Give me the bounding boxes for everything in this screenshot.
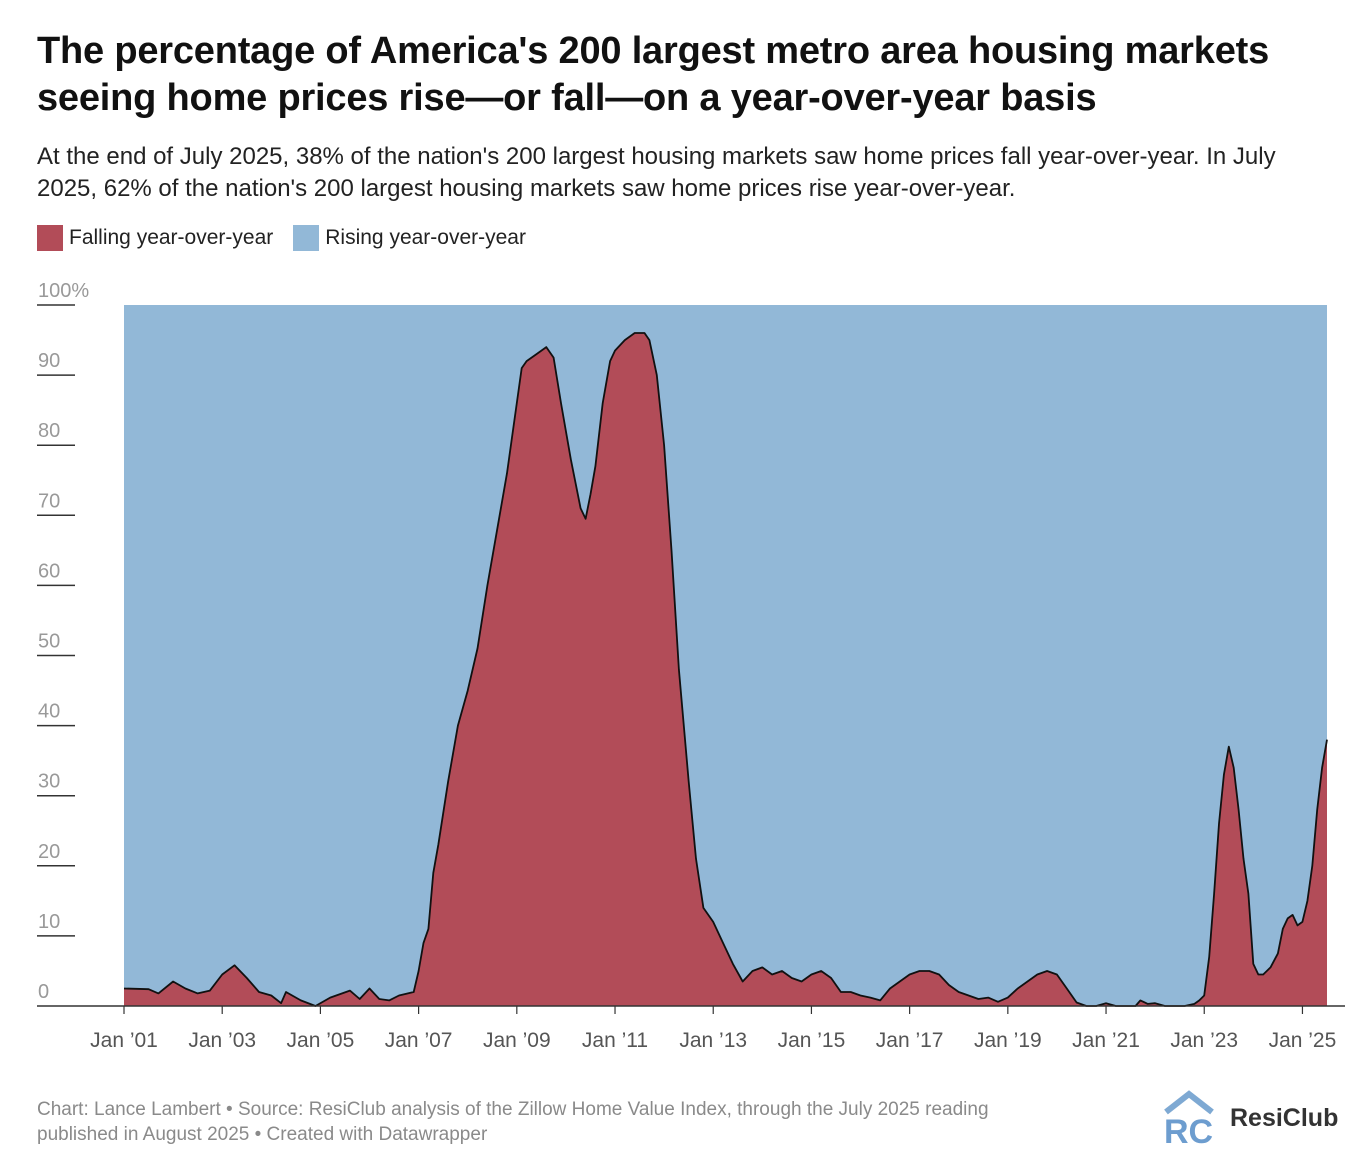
footer-publish: published in August 2025 • Created with … [37, 1124, 488, 1145]
y-tick-label: 90 [38, 350, 60, 372]
resiclub-logo-icon: RC [1164, 1090, 1214, 1146]
legend: Falling year-over-year Rising year-over-… [37, 225, 546, 251]
y-tick-label: 20 [38, 841, 60, 863]
x-tick-label: Jan ’17 [876, 1029, 944, 1052]
y-tick-label: 40 [38, 701, 60, 723]
y-tick-label: 30 [38, 771, 60, 793]
logo-text: ResiClub [1230, 1103, 1339, 1132]
rising-area [124, 305, 1327, 1006]
legend-item-rising: Rising year-over-year [293, 225, 526, 251]
chart-title: The percentage of America's 200 largest … [37, 30, 1270, 119]
legend-label-falling: Falling year-over-year [69, 226, 274, 249]
y-tick-label: 0 [38, 981, 49, 1003]
y-tick-label: 50 [38, 631, 60, 653]
x-tick-label: Jan ’01 [90, 1029, 158, 1052]
x-tick-label: Jan ’21 [1072, 1029, 1140, 1052]
x-tick-label: Jan ’11 [582, 1029, 648, 1052]
logo-mark-text: RC [1164, 1113, 1213, 1146]
y-tick-label: 70 [38, 490, 60, 512]
resiclub-logo: RC ResiClub [1162, 1090, 1338, 1146]
chart-footer: Chart: Lance Lambert • Source: ResiClub … [37, 1097, 1137, 1147]
y-tick-label: 100% [38, 280, 89, 302]
y-tick-label: 60 [38, 560, 60, 582]
x-tick-label: Jan ’23 [1170, 1029, 1238, 1052]
x-tick-label: Jan ’09 [483, 1029, 551, 1052]
legend-label-rising: Rising year-over-year [325, 226, 526, 249]
x-tick-label: Jan ’05 [287, 1029, 355, 1052]
x-tick-label: Jan ’03 [188, 1029, 256, 1052]
legend-swatch-rising [293, 225, 320, 251]
footer-credit: Chart: Lance Lambert • Source: ResiClub … [37, 1099, 989, 1120]
x-tick-label: Jan ’13 [679, 1029, 747, 1052]
x-tick-label: Jan ’19 [974, 1029, 1042, 1052]
x-tick-label: Jan ’07 [385, 1029, 453, 1052]
legend-swatch-falling [37, 225, 63, 251]
x-tick-label: Jan ’15 [778, 1029, 846, 1052]
y-tick-label: 10 [38, 911, 60, 933]
falling-boundary-line [123, 332, 1328, 1007]
y-tick-label: 80 [38, 420, 60, 442]
area-chart: 100% 90 80 70 60 50 40 30 20 10 0 Jan ’01 Jan ’03 Jan… [37, 280, 1345, 1052]
x-tick-label: Jan ’25 [1269, 1029, 1337, 1052]
chart-subtitle: At the end of July 2025, 38% of the nati… [37, 143, 1276, 202]
legend-item-falling: Falling year-over-year [37, 225, 273, 251]
